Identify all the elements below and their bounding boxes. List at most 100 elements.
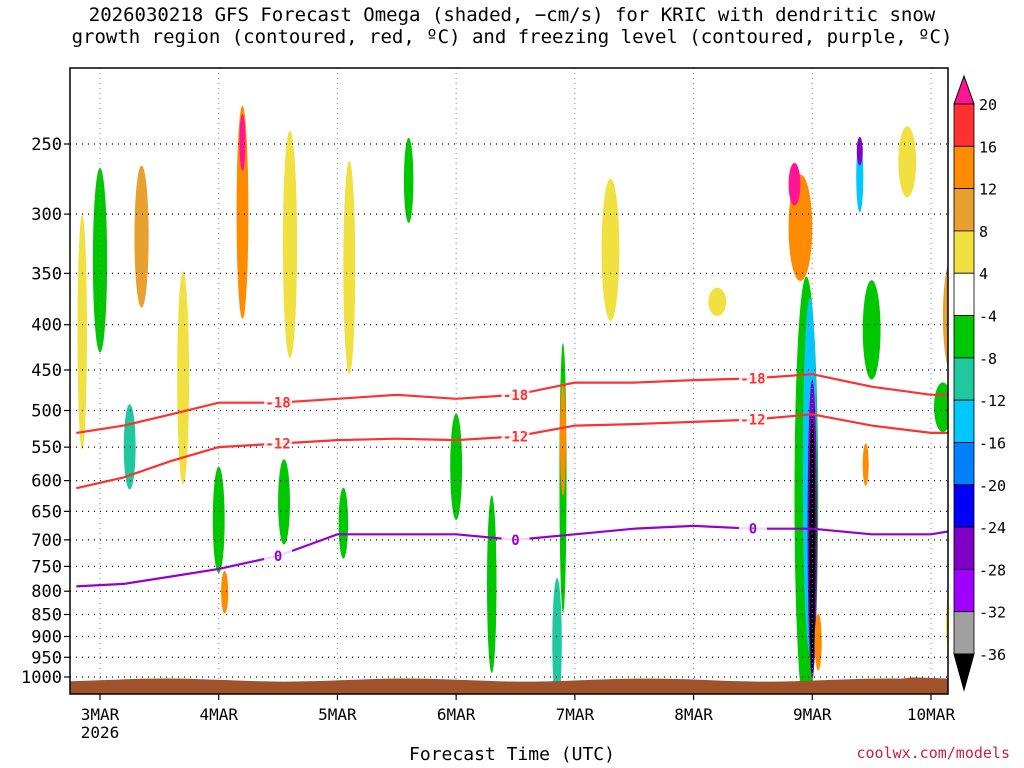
colorbar-swatch-4 [953, 230, 975, 274]
contour-label-bg-2-2 [738, 519, 767, 536]
omega-shade-29 [856, 136, 863, 166]
contour-label-bg-2-0 [264, 547, 293, 564]
omega-shade-0 [77, 214, 87, 450]
x-tick-label-1: 4MAR [199, 705, 238, 724]
x-tick-label-6: 9MAR [793, 705, 832, 724]
colorbar-swatch-8 [953, 399, 975, 443]
colorbar-swatch-7 [953, 357, 975, 401]
colorbar-swatch-12 [953, 568, 975, 613]
colorbar-bottom-arrow [953, 653, 975, 692]
omega-shade-16 [552, 578, 562, 694]
colorbar-swatch-11 [953, 526, 975, 570]
x-tick-label-3: 6MAR [437, 705, 476, 724]
y-tick-label-600: 600 [31, 472, 62, 492]
contour-label-bg-1-1 [501, 427, 530, 444]
contour-label-bg-1-0 [264, 434, 293, 451]
omega-shade-14 [450, 413, 463, 521]
y-tick-label-750: 750 [31, 557, 62, 577]
x-tick-label-5: 8MAR [674, 705, 713, 724]
omega-shade-33 [942, 263, 948, 369]
omega-shade-26 [809, 416, 816, 673]
x-axis-label: Forecast Time (UTC) [409, 744, 615, 765]
y-tick-label-800: 800 [31, 582, 62, 602]
colorbar-swatch-2 [953, 145, 975, 190]
contour-label-0-2: -18 [740, 371, 765, 387]
omega-shade-1 [92, 167, 108, 353]
omega-shade-13 [403, 137, 414, 224]
colorbar-swatch-13 [953, 611, 975, 655]
colorbar-swatch-9 [953, 442, 975, 486]
contour-label-1-2: -12 [740, 413, 765, 429]
contour-label-1-0: -12 [265, 437, 290, 453]
y-tick-label-350: 350 [31, 264, 62, 284]
y-tick-label-300: 300 [31, 205, 62, 225]
colorbar-label-0: 20 [979, 96, 997, 114]
x-tick-label-2: 5MAR [318, 705, 357, 724]
omega-shade-7 [212, 466, 225, 574]
contour-label-0-1: -18 [503, 388, 528, 404]
contour-label-bg-0-2 [738, 369, 767, 386]
y-tick-label-850: 850 [31, 606, 62, 626]
chart-title: 2026030218 GFS Forecast Omega (shaded, −… [0, 4, 1024, 48]
omega-shade-3 [134, 165, 149, 308]
colorbar-label-2: 12 [979, 181, 997, 199]
colorbar-swatch-5 [953, 272, 975, 316]
colorbar-top-arrow [953, 74, 975, 105]
omega-shade-9 [278, 459, 290, 545]
y-tick-label-650: 650 [31, 502, 62, 522]
contour-label-bg-1-2 [738, 410, 767, 427]
y-tick-label-550: 550 [31, 438, 62, 458]
y-tick-label-400: 400 [31, 316, 62, 336]
contour-label-bg-0-1 [501, 385, 530, 402]
colorbar-label-6: -8 [979, 350, 997, 368]
x-tick-label-0: 3MAR [81, 705, 120, 724]
colorbar-swatch-10 [953, 484, 975, 528]
contour-label-bg-0-0 [264, 393, 293, 410]
colorbar-label-8: -16 [979, 434, 1006, 452]
colorbar-label-12: -32 [979, 604, 1006, 622]
colorbar-label-3: 8 [979, 223, 988, 241]
colorbar-label-4: 4 [979, 265, 988, 283]
contour-label-0-0: -18 [265, 396, 290, 412]
contour-label-2-0: 0 [274, 549, 282, 565]
omega-shade-18 [559, 382, 566, 496]
omega-shade-15 [487, 495, 497, 674]
contour-label-2-2: 0 [749, 522, 757, 538]
colorbar-label-11: -28 [979, 561, 1006, 579]
terrain-surface [70, 677, 948, 694]
title-line-1: 2026030218 GFS Forecast Omega (shaded, −… [88, 4, 936, 26]
contour-label-1-1: -12 [503, 430, 528, 446]
x-tick-label-7: 10MAR [907, 705, 956, 724]
credit-text: coolwx.com/models [856, 744, 1010, 762]
omega-shade-5 [236, 105, 249, 319]
shaded-omega-layer [77, 105, 948, 694]
omega-shade-30 [862, 280, 881, 380]
colorbar-swatch-6 [953, 315, 975, 359]
colorbar-label-9: -20 [979, 477, 1006, 495]
contour-label-bg-2-1 [501, 530, 530, 547]
omega-shade-10 [221, 570, 229, 614]
omega-shade-6 [239, 114, 246, 171]
y-tick-label-250: 250 [31, 135, 62, 155]
colorbar-label-13: -36 [979, 646, 1006, 664]
y-tick-label-900: 900 [31, 627, 62, 647]
omega-shade-34 [933, 382, 948, 433]
y-tick-label-500: 500 [31, 402, 62, 422]
colorbar-label-1: 16 [979, 138, 997, 156]
omega-shade-31 [862, 443, 869, 487]
omega-shade-20 [708, 287, 727, 317]
y-tick-label-700: 700 [31, 531, 62, 551]
omega-shade-8 [282, 130, 298, 359]
y-tick-label-950: 950 [31, 648, 62, 668]
omega-shade-27 [814, 613, 822, 671]
omega-shade-19 [601, 178, 620, 321]
x-year-label: 2026 [81, 723, 120, 742]
y-tick-label-1000: 1000 [21, 668, 62, 688]
colorbar-swatch-3 [953, 188, 975, 232]
colorbar-swatch-1 [953, 103, 975, 147]
title-line-2: growth region (contoured, red, ºC) and f… [71, 26, 953, 48]
omega-shade-11 [343, 160, 356, 374]
contour-label-2-1: 0 [511, 533, 519, 549]
omega-shade-12 [338, 487, 349, 559]
